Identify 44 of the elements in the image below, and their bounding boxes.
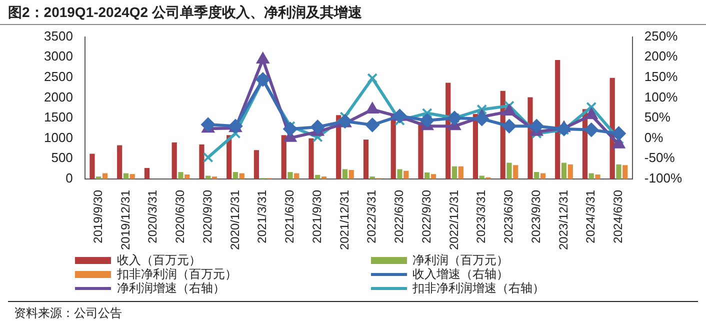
y2-tick-label: 0% xyxy=(644,130,664,145)
y2-tick-label: 250% xyxy=(644,28,678,44)
legend-label: 扣非净利润（百万元） xyxy=(117,267,237,281)
y2-tick-label: 200% xyxy=(644,48,678,64)
legend-label: 收入（百万元） xyxy=(117,253,201,267)
x-tick-label: 2021/9/30 xyxy=(310,190,324,244)
x-tick-label: 2021/6/30 xyxy=(282,190,297,244)
x-tick-label: 2022/9/30 xyxy=(419,190,434,244)
y2-tick-label: 100% xyxy=(644,89,678,104)
x-tick-label: 2021/3/31 xyxy=(255,190,270,244)
chart-title: 图2：2019Q1-2024Q2 公司单季度收入、净利润及其增速 xyxy=(0,0,706,25)
legend-label: 净利润（百万元） xyxy=(412,253,508,267)
y2-tick-label: 150% xyxy=(644,68,678,84)
x-tick-label: 2023/6/30 xyxy=(502,190,516,244)
y2-tick-label: -50% xyxy=(644,150,676,166)
legend-label: 扣非净利润增速（右轴） xyxy=(412,281,544,295)
y-tick-label: 3000 xyxy=(44,48,73,64)
x-tick-label: 2021/12/31 xyxy=(337,190,352,250)
legend-label: 收入增速（右轴） xyxy=(412,267,508,281)
y-tick-label: 500 xyxy=(51,150,73,166)
x-tick-label: 2022/3/31 xyxy=(364,190,379,244)
y-tick-label: 2500 xyxy=(44,68,73,84)
x-tick-label: 2020/9/30 xyxy=(200,190,214,244)
x-tick-label: 2019/9/30 xyxy=(90,190,105,244)
y-tick-label: 0 xyxy=(66,170,73,186)
x-tick-label: 2020/3/31 xyxy=(146,190,160,244)
x-tick-label: 2023/12/31 xyxy=(556,190,570,250)
y2-tick-label: 50% xyxy=(644,110,671,125)
y-tick-label: 2000 xyxy=(44,89,73,104)
x-tick-label: 2019/12/31 xyxy=(118,190,132,250)
y-tick-label: 1000 xyxy=(44,130,73,145)
x-tick-label: 2022/6/30 xyxy=(392,190,406,244)
x-tick-label: 2020/6/30 xyxy=(173,190,188,244)
y2-tick-label: -100% xyxy=(644,170,682,186)
x-tick-label: 2023/9/30 xyxy=(528,190,543,244)
x-tick-label: 2024/6/30 xyxy=(611,190,626,244)
y-tick-label: 1500 xyxy=(44,110,73,125)
x-tick-label: 2022/12/31 xyxy=(446,190,461,250)
legend-label: 净利润增速（右轴） xyxy=(117,281,225,295)
text: 资料来源：公司公告 xyxy=(8,301,698,325)
x-tick-label: 2020/12/31 xyxy=(228,190,242,250)
x-tick-label: 2024/3/31 xyxy=(584,190,598,244)
y-tick-label: 3500 xyxy=(44,28,73,44)
x-tick-label: 2023/3/31 xyxy=(474,190,488,244)
